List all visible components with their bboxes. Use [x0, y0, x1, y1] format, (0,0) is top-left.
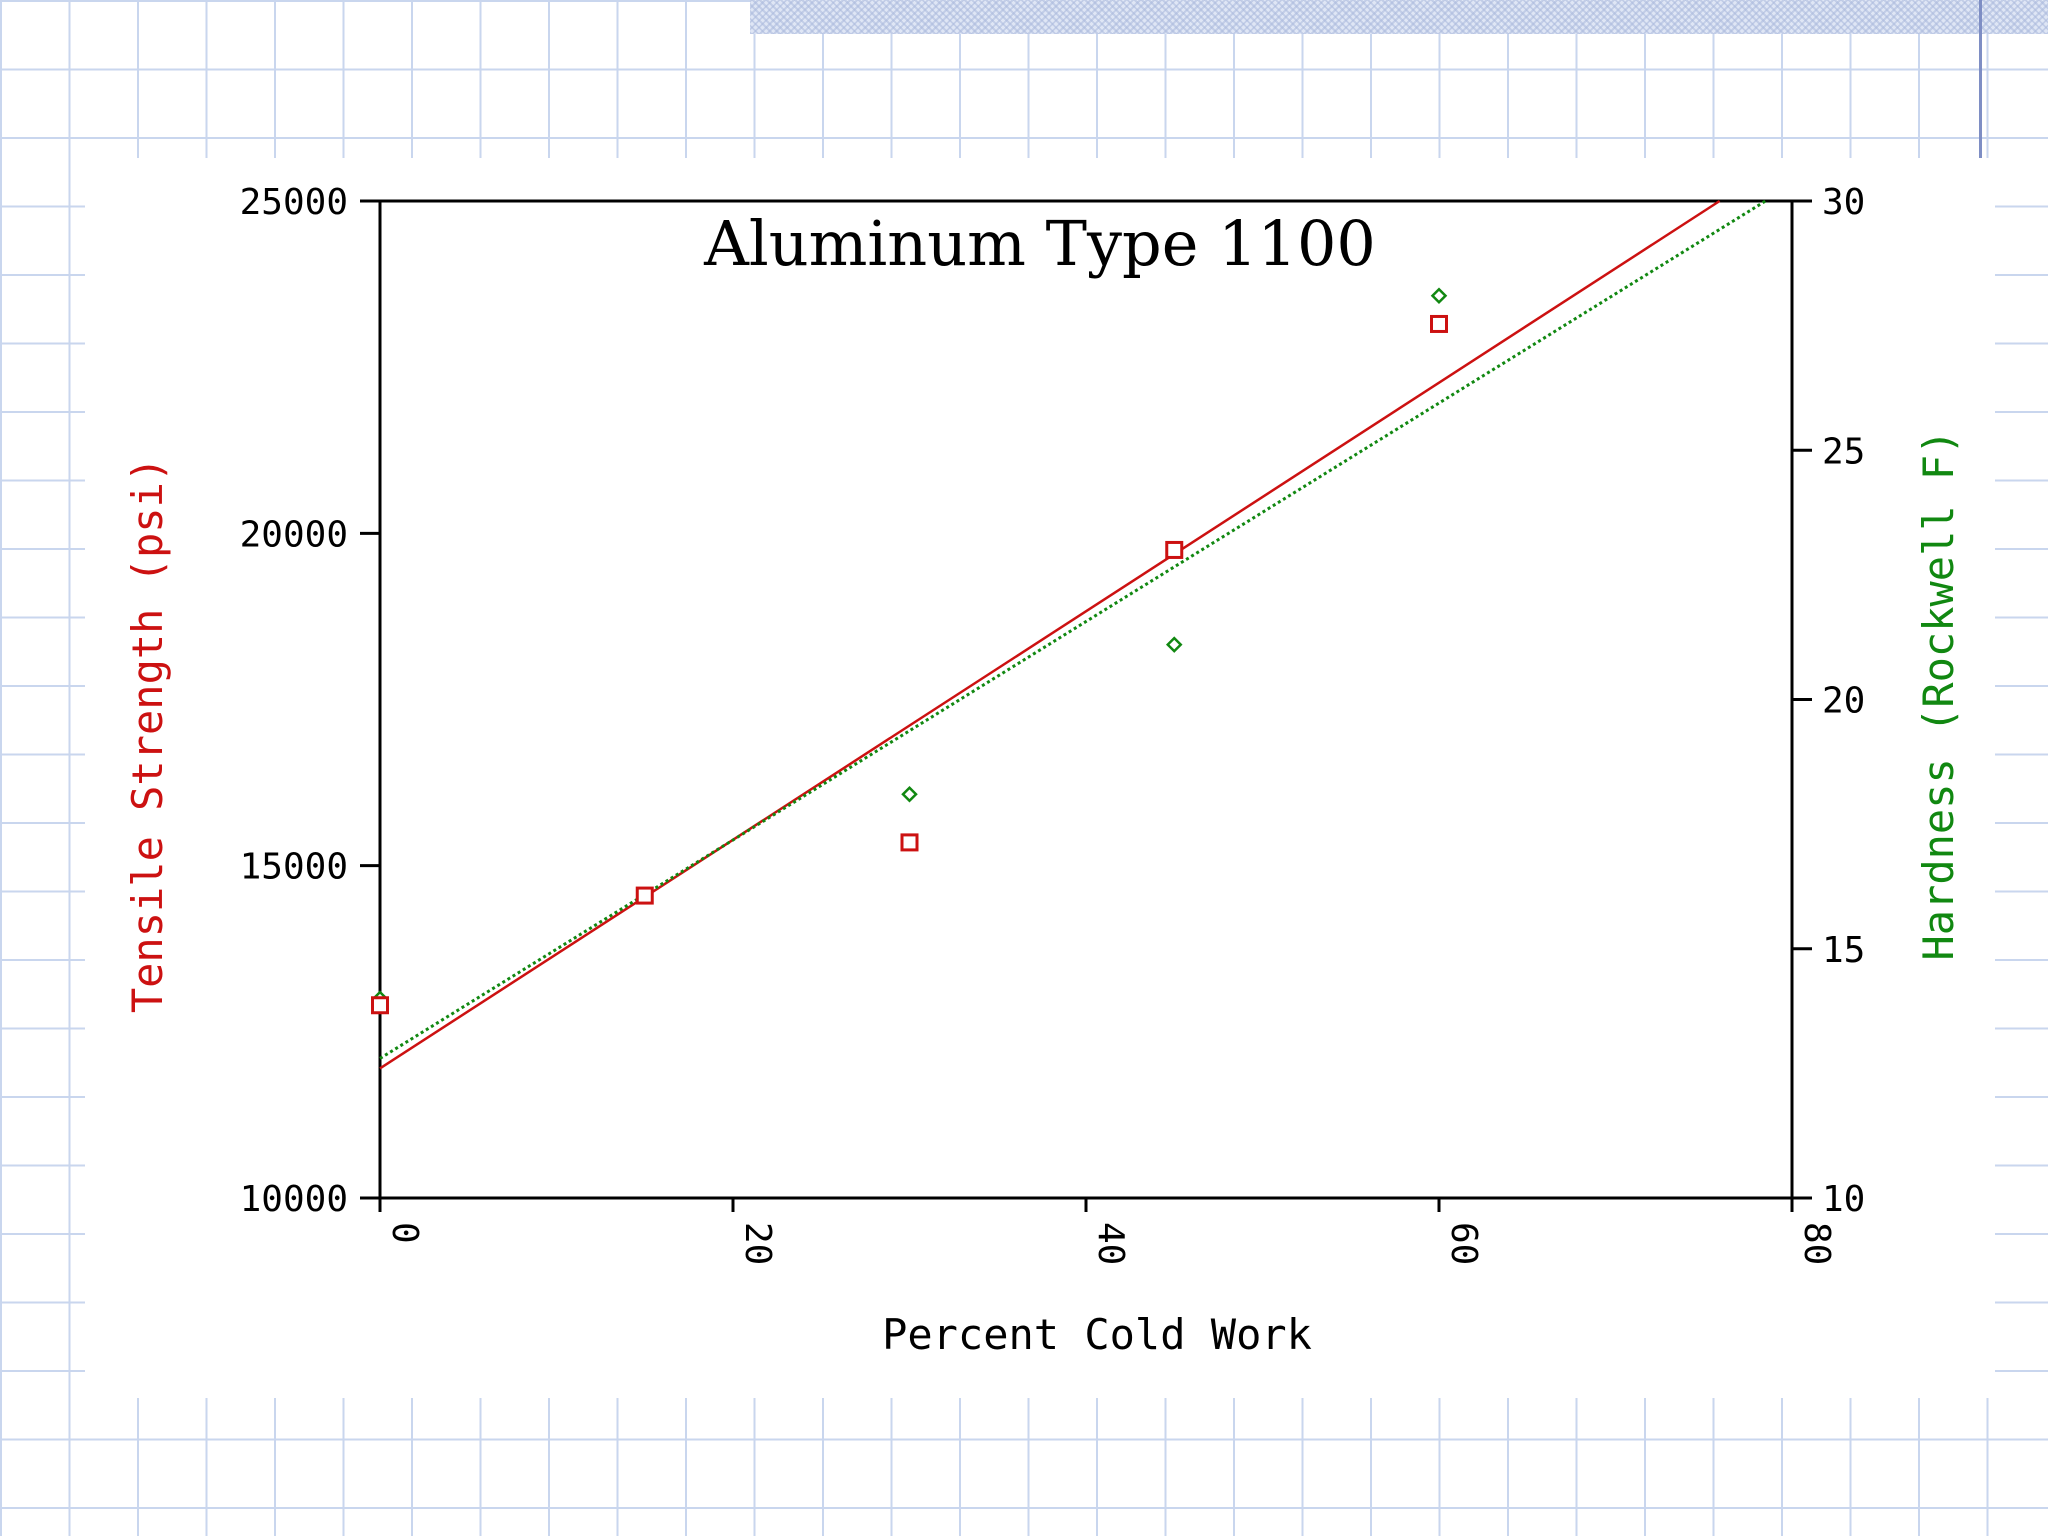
x-axis: 0 20 40 60 80 [378, 1198, 1837, 1265]
hardness-fit-line [379, 199, 1767, 1060]
tensile-point [635, 886, 654, 905]
x-tick-label: 80 [1796, 1222, 1837, 1265]
tensile-point [900, 833, 919, 852]
y-axis-right: 10 15 20 25 30 [1792, 182, 1865, 1220]
hardness-point [901, 785, 918, 803]
y-left-tick-label: 15000 [240, 847, 348, 888]
tensile-point [1165, 540, 1184, 559]
y-left-tick-label: 10000 [240, 1179, 348, 1220]
tensile-fit-line [379, 199, 1721, 1070]
tensile-point [371, 996, 389, 1015]
y-right-tick-label: 10 [1822, 1179, 1865, 1220]
fit-lines [379, 199, 1767, 1070]
tensile-point [1430, 314, 1448, 333]
x-tick-label: 40 [1090, 1222, 1131, 1265]
plot-frame [378, 199, 1794, 1200]
x-tick-label: 0 [384, 1222, 425, 1244]
y-left-tick-label: 20000 [240, 514, 348, 555]
y-axis-right-label: Hardness (Rockwell F) [1914, 429, 1963, 960]
hardness-point [1430, 287, 1448, 304]
y-right-tick-label: 15 [1822, 930, 1865, 971]
data-markers [371, 287, 1448, 1015]
x-tick-label: 60 [1443, 1222, 1484, 1265]
slide-border-rule [1979, 0, 1982, 158]
y-axis-left: 10000 15000 20000 25000 [240, 182, 380, 1220]
x-axis-label: Percent Cold Work [882, 1310, 1312, 1359]
y-axis-left-label: Tensile Strength (psi) [123, 457, 172, 1013]
hardness-point [1165, 636, 1183, 653]
y-right-tick-label: 25 [1822, 431, 1865, 472]
x-tick-label: 20 [737, 1222, 778, 1265]
header-pattern-band [750, 0, 2048, 34]
chart-title: Aluminum Type 1100 [703, 207, 1376, 280]
chart-panel [85, 158, 1995, 1398]
plot-area-border [378, 199, 1794, 1200]
y-right-tick-label: 20 [1822, 681, 1865, 722]
y-left-tick-label: 25000 [240, 182, 348, 223]
y-right-tick-label: 30 [1822, 182, 1865, 223]
